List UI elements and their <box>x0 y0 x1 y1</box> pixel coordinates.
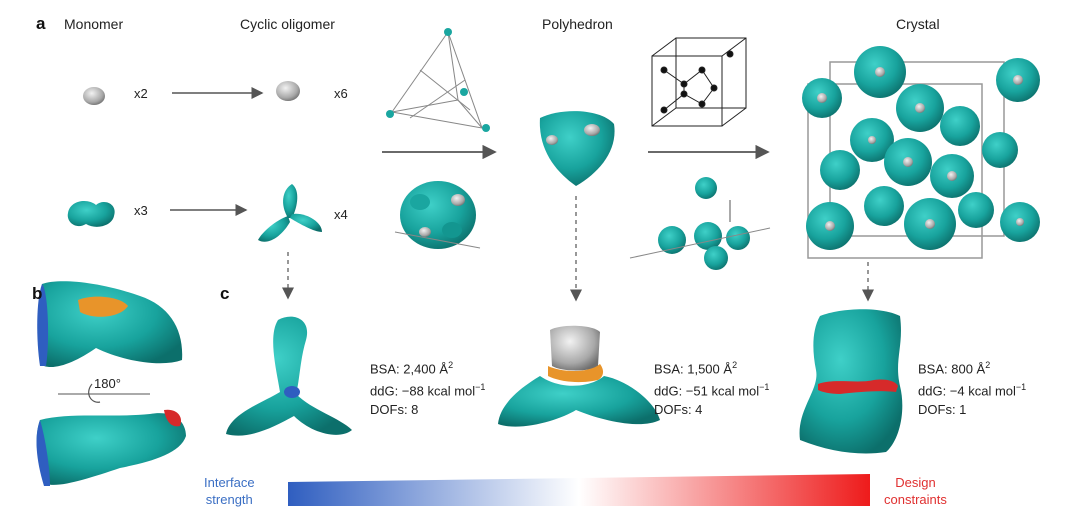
trimer-teal <box>258 184 322 242</box>
stats-ddg: ddG: −51 kcal mol−1 <box>654 382 770 399</box>
panel-b-surface-top <box>37 281 183 368</box>
header-crystal: Crystal <box>896 16 940 32</box>
interface-strength-label: Interface strength <box>204 475 255 507</box>
stats-dofs: DOFs: 4 <box>654 401 703 417</box>
polyhedron-assembly-cluster <box>394 181 481 249</box>
monomer-teal-blob <box>67 201 115 227</box>
panel-b-surface-bottom <box>36 409 186 486</box>
stats-bsa: BSA: 800 Å2 <box>918 360 991 377</box>
multiplier-x4: x4 <box>334 207 348 222</box>
stats-dofs: DOFs: 8 <box>370 401 419 417</box>
multiplier-x6: x6 <box>334 86 348 101</box>
polyhedron-model <box>539 111 615 186</box>
panel-label-b: b <box>32 284 43 303</box>
rotation-arrow <box>58 383 150 403</box>
panel-label-a: a <box>36 14 46 33</box>
oligomer-grey-sphere <box>276 81 300 101</box>
stats-ddg: ddG: −4 kcal mol−1 <box>918 382 1027 399</box>
stats-block-3: BSA: 800 Å2 ddG: −4 kcal mol−1 DOFs: 1 <box>918 356 1026 419</box>
diamond-lattice-diagram <box>651 37 747 127</box>
multiplier-x3: x3 <box>134 203 148 218</box>
crystal-assembly-cluster <box>629 177 771 270</box>
polyhedron-interface-surface <box>498 325 660 427</box>
design-constraints-label: Design constraints <box>884 475 947 507</box>
header-cyclic-oligomer: Cyclic oligomer <box>240 16 335 32</box>
header-monomer: Monomer <box>64 16 124 32</box>
stats-block-2: BSA: 1,500 Å2 ddG: −51 kcal mol−1 DOFs: … <box>654 356 769 419</box>
crystal-model <box>802 46 1040 259</box>
panel-label-c: c <box>220 284 230 303</box>
gradient-bar <box>288 474 870 506</box>
stats-ddg: ddG: −88 kcal mol−1 <box>370 382 486 399</box>
multiplier-x2: x2 <box>134 86 148 101</box>
crystal-contact-surface <box>799 309 903 454</box>
rotation-label: 180° <box>94 376 121 391</box>
monomer-grey-sphere <box>83 87 105 105</box>
stats-bsa: BSA: 1,500 Å2 <box>654 360 738 377</box>
tetrahedron-diagram <box>386 28 490 132</box>
stats-dofs: DOFs: 1 <box>918 401 967 417</box>
stats-block-1: BSA: 2,400 Å2 ddG: −88 kcal mol−1 DOFs: … <box>370 356 485 419</box>
stats-bsa: BSA: 2,400 Å2 <box>370 360 454 377</box>
header-polyhedron: Polyhedron <box>542 16 613 32</box>
trimer-surface <box>226 316 352 436</box>
